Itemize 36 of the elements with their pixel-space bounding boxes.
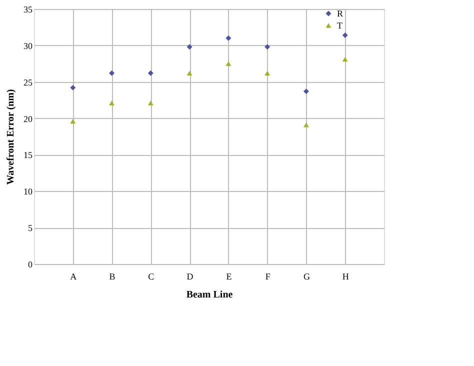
y-tick-label: 10	[24, 186, 33, 197]
point	[109, 70, 115, 76]
y-tick-label: 15	[24, 150, 33, 160]
point	[264, 44, 270, 50]
y-tick-label: 5	[28, 223, 33, 234]
y-tick-label: 35	[24, 4, 33, 14]
x-tick-label: G	[303, 272, 310, 282]
point	[70, 84, 76, 90]
x-tick-label: B	[109, 272, 116, 282]
x-tick-label: C	[148, 272, 154, 282]
point	[226, 61, 232, 66]
point	[226, 35, 232, 41]
legend-label: T	[337, 20, 343, 30]
y-tick-label: 20	[24, 114, 33, 124]
x-axis-title: Beam Line	[186, 290, 234, 300]
point	[303, 122, 309, 128]
point	[186, 44, 192, 50]
y-axis-title: Wavefront Error (nm)	[6, 89, 16, 185]
x-tick-label: H	[342, 272, 350, 282]
y-tick-label: 30	[24, 40, 33, 51]
point	[70, 118, 76, 124]
point	[148, 100, 154, 106]
point	[148, 70, 154, 76]
legend-label: R	[337, 8, 344, 18]
point	[109, 100, 115, 106]
y-tick-label: 25	[24, 77, 33, 88]
point	[342, 32, 348, 38]
point	[186, 70, 192, 76]
x-tick-label: E	[226, 272, 232, 282]
y-tick-label: 0	[28, 260, 33, 270]
x-tick-label: F	[265, 272, 270, 282]
point	[303, 88, 309, 94]
point	[264, 70, 270, 76]
x-tick-label: A	[70, 272, 78, 282]
point	[342, 56, 348, 62]
x-tick-label: D	[186, 272, 194, 282]
